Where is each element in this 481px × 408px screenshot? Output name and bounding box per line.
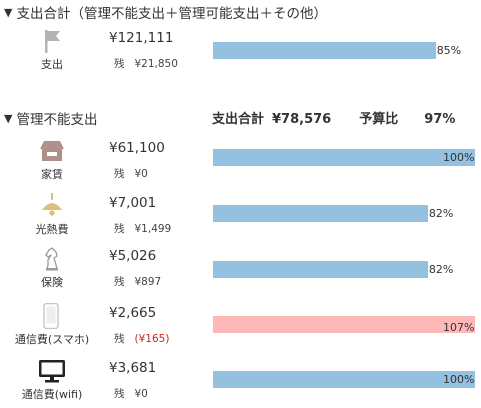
spent-amount: ¥3,681 [109,360,157,376]
category-label: 支出 [41,58,63,71]
remaining-label: 残 [114,276,125,288]
remaining-label: 残 [114,388,125,400]
remaining-value: ¥1,499 [134,223,172,235]
remaining-label: 残 [114,168,125,180]
remaining-label: 残 [114,223,125,235]
lamp-icon [38,193,66,219]
total-value: ¥78,576 [272,112,332,127]
collapse-triangle-icon[interactable]: ▼ [4,111,13,125]
remaining-label: 残 [114,58,125,70]
progress-percent: 100% [443,151,475,164]
remaining: 残 ¥1,499 [114,221,171,236]
spent-amount: ¥2,665 [109,305,157,321]
house-icon [38,138,66,164]
progress-bar [213,316,475,333]
remaining: 残 (¥165) [114,331,169,346]
remaining-label: 残 [114,333,125,345]
category-label: 通信費(wifi) [21,388,83,401]
section-total-header[interactable]: ▼ 支出合計（管理不能支出＋管理可能支出＋その他） [4,2,327,23]
progress-percent: 107% [443,321,475,334]
collapse-triangle-icon[interactable]: ▼ [4,5,13,19]
remaining: 残 ¥897 [114,274,161,289]
remaining: 残 ¥0 [114,386,148,401]
progress-percent: 82% [428,263,454,276]
spent-amount: ¥5,026 [109,248,157,264]
remaining-value: ¥21,850 [134,58,178,70]
spent-amount: ¥121,111 [109,30,174,46]
remaining: 残 ¥21,850 [114,56,178,71]
spent-amount: ¥61,100 [109,140,165,156]
category-label: 通信費(スマホ) [14,333,90,346]
category-row-smartphone[interactable]: 通信費(スマホ) ¥2,665 残 (¥165) 107% [0,302,481,353]
category-row-insurance[interactable]: 保険 ¥5,026 残 ¥897 82% [0,246,481,296]
section-total-title: 支出合計（管理不能支出＋管理可能支出＋その他） [16,6,327,22]
flag-icon [38,28,66,54]
progress-percent: 82% [428,207,454,220]
spent-amount: ¥7,001 [109,195,157,211]
budget-ratio-value: 97% [424,112,456,127]
remaining: 残 ¥0 [114,166,148,181]
budget-ratio-label: 予算比 [359,112,399,127]
progress-percent: 100% [443,373,475,386]
budget-summary: 支出合計 ¥78,576 予算比 97% [212,108,455,127]
chess-knight-icon [38,246,66,272]
progress-bar [213,42,436,59]
monitor-icon [38,358,66,384]
category-label: 家賃 [41,168,63,181]
category-row-wifi[interactable]: 通信費(wifi) ¥3,681 残 ¥0 100% [0,358,481,408]
total-spending-row[interactable]: 支出 ¥121,111 残 ¥21,850 85% [0,28,481,78]
remaining-value: ¥897 [134,276,162,288]
total-label: 支出合計 [212,112,265,127]
category-label: 光熱費 [35,223,69,236]
remaining-value: ¥0 [134,168,148,180]
smartphone-icon [38,302,66,330]
section-fixed-title: 管理不能支出 [16,112,98,128]
section-fixed-header[interactable]: ▼ 管理不能支出 [4,108,98,129]
progress-bar [213,371,475,388]
progress-bar [213,149,475,166]
progress-bar [213,261,428,278]
category-row-rent[interactable]: 家賃 ¥61,100 残 ¥0 100% [0,138,481,188]
progress-bar [213,205,428,222]
progress-percent: 85% [436,44,462,57]
category-label: 保険 [41,276,63,289]
remaining-value: ¥0 [134,388,148,400]
remaining-value: (¥165) [134,333,170,345]
category-row-utilities[interactable]: 光熱費 ¥7,001 残 ¥1,499 82% [0,193,481,243]
